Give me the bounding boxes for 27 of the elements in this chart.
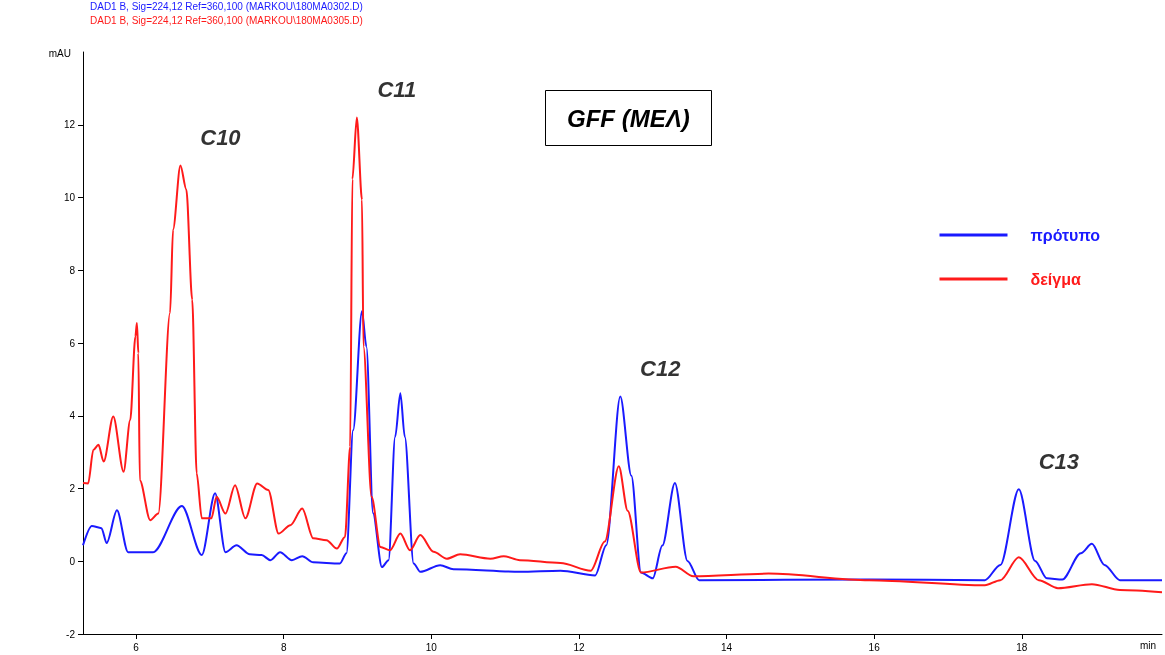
y-tick-label: 4 <box>69 410 76 422</box>
x-tick-label: 8 <box>280 641 287 653</box>
line-series <box>82 310 1163 582</box>
x-tick-label: 6 <box>133 641 140 653</box>
y-tick-label: 12 <box>63 119 76 131</box>
x-tick-label: 12 <box>573 641 585 653</box>
y-tick-label: 2 <box>69 483 76 494</box>
x-tick-label: 18 <box>1016 641 1028 653</box>
legend-label: δείγμα <box>1030 270 1081 288</box>
x-axis-title: min <box>1140 639 1157 651</box>
legend-label: πρότυπο <box>1030 226 1101 244</box>
annotation: C11 <box>377 76 417 102</box>
y-tick-label: 0 <box>69 555 76 567</box>
annotation: C12 <box>640 355 682 381</box>
y-tick-label: 6 <box>69 337 76 349</box>
y-axis-title: mAU <box>48 47 71 59</box>
text: GFF (ΜΕΛ) <box>567 104 690 132</box>
x-tick-label: 16 <box>868 641 881 653</box>
annotation: C13 <box>1038 448 1079 474</box>
y-tick-label: 10 <box>63 192 76 203</box>
x-tick-label: 10 <box>425 641 438 653</box>
y-tick-label: 8 <box>69 264 76 276</box>
x-tick-label: 14 <box>721 641 733 653</box>
text: DAD1 B, Sig=224,12 Ref=360,100 (MARKOU\180MA0302.D) <box>90 0 363 12</box>
y-tick-label: -2 <box>66 628 76 640</box>
annotation: C10 <box>200 124 242 150</box>
text: DAD1 B, Sig=224,12 Ref=360,100 (MARKOU\180MA0305.D) <box>90 14 363 26</box>
